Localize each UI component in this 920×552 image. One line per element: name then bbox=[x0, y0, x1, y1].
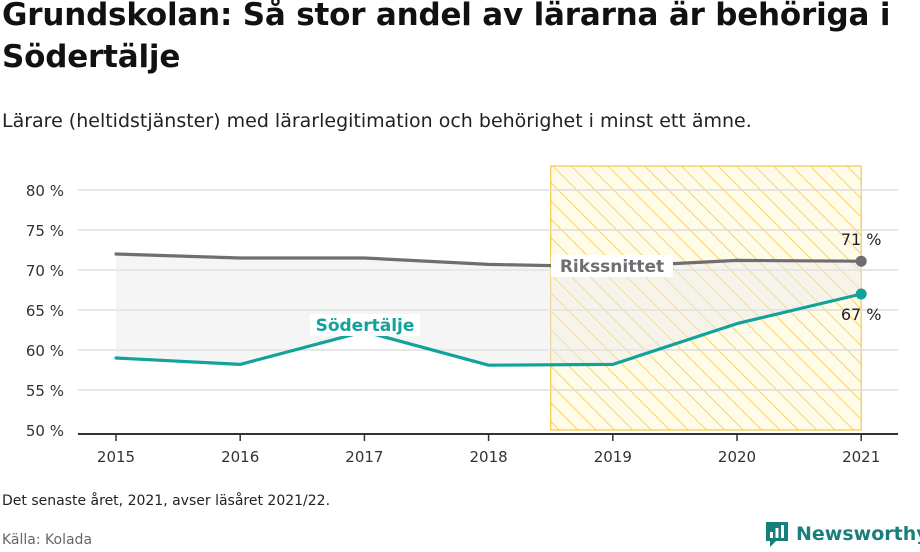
y-tick-label: 65 % bbox=[26, 302, 64, 320]
rikssnittet-end-value-label: 71 % bbox=[841, 230, 882, 249]
brand-name: Newsworthy bbox=[796, 523, 920, 545]
chart-title: Grundskolan: Så stor andel av lärarna är… bbox=[2, 0, 891, 75]
x-tick-label: 2016 bbox=[221, 448, 259, 466]
sodertalje-end-point bbox=[855, 288, 867, 300]
y-tick-label: 70 % bbox=[26, 262, 64, 280]
x-tick-label: 2021 bbox=[842, 448, 880, 466]
sodertalje-end-value-label: 67 % bbox=[841, 305, 882, 324]
y-tick-label: 75 % bbox=[26, 222, 64, 240]
y-tick-label: 55 % bbox=[26, 382, 64, 400]
brand-logo: Newsworthy bbox=[764, 518, 920, 550]
sodertalje-label-background bbox=[310, 314, 420, 336]
newsworthy-logo-icon bbox=[766, 522, 788, 547]
x-tick-label: 2019 bbox=[594, 448, 632, 466]
x-tick-label: 2018 bbox=[470, 448, 508, 466]
series-gap-band bbox=[116, 254, 862, 366]
y-tick-label: 60 % bbox=[26, 342, 64, 360]
x-tick-label: 2020 bbox=[718, 448, 756, 466]
rikssnittet-line bbox=[114, 252, 863, 269]
sodertalje-series-label: Södertälje bbox=[316, 316, 415, 336]
rikssnittet-series-label: Rikssnittet bbox=[560, 257, 664, 277]
sodertalje-line bbox=[114, 292, 863, 367]
footnote: Det senaste året, 2021, avser läsåret 20… bbox=[2, 493, 331, 509]
rikssnittet-label-background bbox=[551, 255, 673, 277]
y-tick-label: 80 % bbox=[26, 182, 64, 200]
x-tick-label: 2017 bbox=[345, 448, 383, 466]
rikssnittet-end-point bbox=[855, 255, 867, 267]
source-note: Källa: Kolada bbox=[2, 532, 93, 548]
x-tick-label: 2015 bbox=[97, 448, 135, 466]
chart-subtitle: Lärare (heltidstjänster) med lärarlegiti… bbox=[2, 110, 752, 132]
y-tick-label: 50 % bbox=[26, 422, 64, 440]
